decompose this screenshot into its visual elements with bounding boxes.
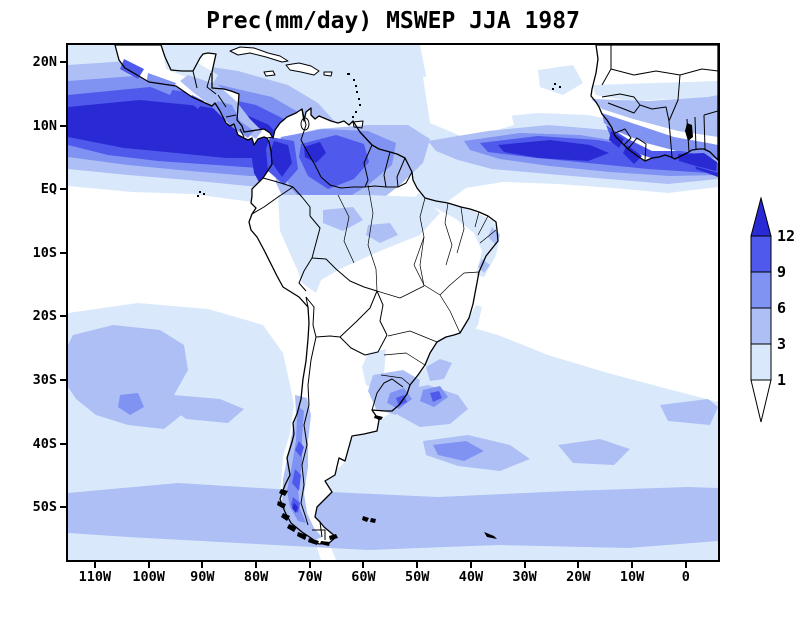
colorbar-level-label: 6 (777, 299, 787, 317)
x-axis-label: 80W (243, 569, 269, 585)
x-axis-label: 30W (512, 569, 537, 585)
y-axis-label: 20N (32, 54, 57, 71)
islands (197, 73, 693, 546)
colorbar-level-label: 1 (777, 371, 787, 389)
x-axis-label: 10W (619, 569, 645, 585)
x-axis-tick (362, 562, 365, 568)
y-axis-tick (60, 315, 66, 318)
colorbar-segment (750, 271, 772, 309)
chile-fjords-texture (277, 489, 338, 546)
x-axis-tick (93, 562, 96, 568)
south-georgia-island (484, 532, 497, 539)
cape-verde-icons (552, 83, 561, 90)
y-axis-label: EQ (40, 181, 57, 198)
colorbar-segment (750, 343, 772, 381)
colorbar-level-label: 3 (777, 335, 787, 353)
x-axis-tick (308, 562, 311, 568)
falkland-islands (362, 516, 376, 523)
x-axis-tick (147, 562, 150, 568)
x-axis-tick (255, 562, 258, 568)
x-axis-tick (416, 562, 419, 568)
x-axis-tick (201, 562, 204, 568)
y-axis-tick (60, 188, 66, 191)
x-axis-tick (577, 562, 580, 568)
x-axis-tick (631, 562, 634, 568)
galapagos-icons (197, 191, 205, 197)
y-axis-label: 50S (32, 499, 57, 516)
x-axis-label: 70W (297, 569, 322, 585)
africa-borders (601, 45, 718, 161)
y-axis-tick (60, 379, 66, 382)
y-axis-tick (60, 124, 66, 127)
x-axis-tick (684, 562, 687, 568)
x-axis-label: 0 (681, 569, 690, 585)
y-axis-label: 10S (32, 244, 57, 261)
x-axis-label: 100W (132, 569, 165, 585)
colorbar-segment (750, 235, 772, 273)
y-axis-label: 40S (32, 435, 57, 452)
lesser-antilles-icons (347, 73, 361, 118)
x-axis-label: 90W (190, 569, 215, 585)
colorbar-segment (750, 307, 772, 345)
x-axis-tick (469, 562, 472, 568)
x-axis-label: 60W (351, 569, 376, 585)
y-axis-label: 30S (32, 372, 57, 389)
x-axis-label: 40W (458, 569, 484, 585)
brazil-state-borders (337, 184, 497, 386)
plot-title: Prec(mm/day) MSWEP JJA 1987 (206, 8, 580, 34)
colorbar (750, 197, 772, 423)
colorbar-level-label: 9 (777, 263, 787, 281)
x-axis-label: 50W (404, 569, 430, 585)
y-axis-tick (60, 442, 66, 445)
map-canvas (68, 45, 718, 560)
y-axis-label: 10N (32, 117, 57, 134)
y-axis-tick (60, 61, 66, 64)
x-axis-label: 20W (566, 569, 591, 585)
x-axis-tick (523, 562, 526, 568)
x-axis-label: 110W (78, 569, 112, 585)
coastlines-borders (114, 45, 718, 545)
country-borders (192, 70, 413, 540)
lake-maracaibo (300, 117, 310, 131)
colorbar-level-label: 12 (777, 227, 796, 245)
y-axis-tick (60, 506, 66, 509)
y-axis-label: 20S (32, 308, 57, 325)
lake-volta (685, 123, 693, 141)
y-axis-tick (60, 251, 66, 254)
